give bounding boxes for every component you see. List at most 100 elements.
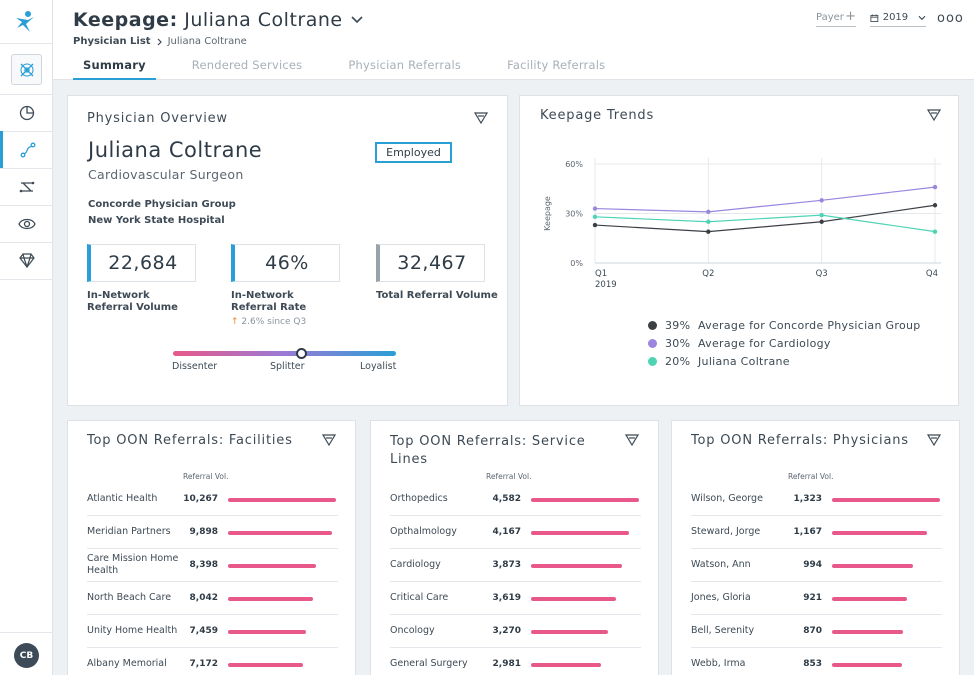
row-value: 8,398 <box>189 560 218 570</box>
facility-row[interactable]: Unity Home Health 7,459 <box>87 615 338 648</box>
loyalty-spectrum <box>173 351 396 356</box>
row-name: Atlantic Health <box>87 493 158 504</box>
row-value: 921 <box>803 593 822 603</box>
physician-row[interactable]: Watson, Ann 994 <box>691 549 942 582</box>
row-name: Care Mission Home Health <box>87 553 179 576</box>
pie-chart-icon <box>19 105 34 120</box>
status-badge: Employed <box>375 142 452 163</box>
stat-label: In-Network Referral Volume <box>87 290 178 313</box>
facility-row[interactable]: Albany Memorial 7,172 <box>87 648 338 675</box>
chevron-down-icon[interactable] <box>351 16 363 24</box>
sidebar-item-keepage[interactable] <box>0 131 53 168</box>
sidebar: CB <box>0 0 53 675</box>
keepage-trend-chart: 60% 30% 0% Keepage Q1 Q2 Q3 Q4 2019 <box>543 158 941 290</box>
plus-icon: + <box>845 9 856 24</box>
filter-icon[interactable] <box>474 112 488 124</box>
physician-row[interactable]: Webb, Irma 853 <box>691 648 942 675</box>
legend-item: 30% Average for Cardiology <box>648 337 831 350</box>
sidebar-item-dashboard[interactable] <box>0 94 53 131</box>
row-name: Bell, Serenity <box>691 625 755 636</box>
row-value: 4,167 <box>492 527 521 537</box>
breadcrumb-link-physician-list[interactable]: Physician List <box>73 36 151 47</box>
filter-icon[interactable] <box>322 434 336 446</box>
row-bar <box>228 597 313 601</box>
sidebar-item-premium[interactable] <box>0 242 53 279</box>
year-selector[interactable]: 2019 <box>870 12 926 27</box>
year-value: 2019 <box>882 12 909 23</box>
physician-row[interactable]: Wilson, George 1,323 <box>691 483 942 516</box>
tab-facility-referrals[interactable]: Facility Referrals <box>507 58 606 72</box>
tab-summary[interactable]: Summary <box>73 58 156 80</box>
sidebar-item-watch[interactable] <box>0 205 53 242</box>
facility-row[interactable]: North Beach Care 8,042 <box>87 582 338 615</box>
page-header: Keepage: Juliana Coltrane Physician List… <box>53 0 974 80</box>
legend-item: 39% Average for Concorde Physician Group <box>648 319 921 332</box>
service-line-row[interactable]: Critical Care 3,619 <box>390 582 641 615</box>
facility-row[interactable]: Care Mission Home Health 8,398 <box>87 549 338 582</box>
row-name: Meridian Partners <box>87 526 171 537</box>
spectrum-label-loyalist: Loyalist <box>360 361 397 372</box>
calendar-icon <box>870 14 879 22</box>
y-axis-label: Keepage <box>543 196 552 231</box>
transfer-icon <box>19 181 34 192</box>
filter-icon[interactable] <box>927 434 941 446</box>
physician-row[interactable]: Jones, Gloria 921 <box>691 582 942 615</box>
facility-row[interactable]: Atlantic Health 10,267 <box>87 483 338 516</box>
filter-icon[interactable] <box>927 109 941 121</box>
row-bar <box>531 531 629 535</box>
row-bar <box>832 663 902 667</box>
physician-name: Juliana Coltrane <box>88 138 263 162</box>
tab-physician-referrals[interactable]: Physician Referrals <box>348 58 462 72</box>
stat-label: In-Network Referral Rate <box>231 290 307 313</box>
card-title: Top OON Referrals: Service Lines <box>390 434 586 467</box>
more-options-icon[interactable]: ooo <box>937 11 964 26</box>
data-point <box>819 198 824 203</box>
legend-item: 20% Juliana Coltrane <box>648 355 790 368</box>
row-value: 1,323 <box>793 494 822 504</box>
data-point <box>932 184 938 190</box>
y-tick-label: 0% <box>570 259 583 268</box>
stat-change: ↑ 2.6% since Q3 <box>231 317 307 327</box>
service-line-row[interactable]: Cardiology 3,873 <box>390 549 641 582</box>
legend-dot <box>648 357 657 366</box>
row-name: Unity Home Health <box>87 625 178 636</box>
row-name: Orthopedics <box>390 493 448 504</box>
row-bar <box>228 531 332 535</box>
data-point <box>932 203 938 208</box>
row-bar <box>531 564 622 568</box>
network-icon[interactable] <box>11 54 42 85</box>
series-line <box>594 204 936 233</box>
diamond-icon <box>18 253 35 268</box>
filter-icon[interactable] <box>625 434 639 446</box>
row-name: Oncology <box>390 625 435 636</box>
row-value: 3,270 <box>492 626 521 636</box>
series-line <box>594 214 936 233</box>
y-tick-label: 30% <box>565 210 583 219</box>
oon-physicians-card: Top OON Referrals: Physicians Referral V… <box>671 420 960 675</box>
data-point <box>592 222 598 228</box>
card-title: Physician Overview <box>87 111 228 126</box>
physician-row[interactable]: Bell, Serenity 870 <box>691 615 942 648</box>
row-bar <box>531 498 639 502</box>
stat-in-network-rate: 46% <box>231 244 340 282</box>
card-title: Top OON Referrals: Facilities <box>87 433 293 448</box>
card-title: Top OON Referrals: Physicians <box>691 433 909 448</box>
stat-in-network-volume: 22,684 <box>87 244 196 282</box>
sidebar-item-referrals[interactable] <box>0 168 53 205</box>
row-bar <box>832 630 903 634</box>
row-bar <box>228 630 306 634</box>
service-line-row[interactable]: Opthalmology 4,167 <box>390 516 641 549</box>
tab-rendered-services[interactable]: Rendered Services <box>191 58 303 72</box>
loyalty-marker <box>296 348 308 359</box>
keepage-logo-icon[interactable] <box>12 8 40 36</box>
service-line-row[interactable]: Orthopedics 4,582 <box>390 483 641 516</box>
app-prefix: Keepage: <box>73 9 178 31</box>
service-line-row[interactable]: Oncology 3,270 <box>390 615 641 648</box>
service-line-row[interactable]: General Surgery 2,981 <box>390 648 641 675</box>
facility-row[interactable]: Meridian Partners 9,898 <box>87 516 338 549</box>
route-icon <box>20 142 36 157</box>
avatar[interactable]: CB <box>14 643 39 668</box>
payer-selector[interactable]: Payer + <box>816 9 856 27</box>
physician-row[interactable]: Steward, Jorge 1,167 <box>691 516 942 549</box>
row-value: 8,042 <box>189 593 218 603</box>
